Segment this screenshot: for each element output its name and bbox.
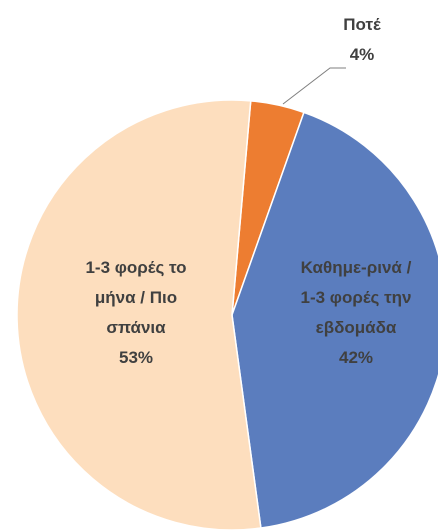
slice-label: 1-3 φορές το μήνα / Πιο σπάνια 53% [74, 253, 198, 373]
pie-slice [231, 111, 438, 529]
category-label: Καθημε-ρινά / 1-3 φορές την εβδομάδα [300, 258, 412, 337]
pie-slice [16, 99, 262, 530]
slices [16, 99, 438, 530]
slice-label: Ποτέ 4% [312, 10, 412, 70]
value-label: 42% [338, 348, 374, 367]
value-label: 53% [118, 348, 154, 367]
slice-label: Καθημε-ρινά / 1-3 φορές την εβδομάδα 42% [298, 253, 414, 373]
value-label: 4% [349, 45, 375, 64]
category-label: 1-3 φορές το μήνα / Πιο σπάνια [85, 258, 187, 337]
category-label: Ποτέ [343, 15, 381, 34]
leader-line [282, 67, 346, 105]
